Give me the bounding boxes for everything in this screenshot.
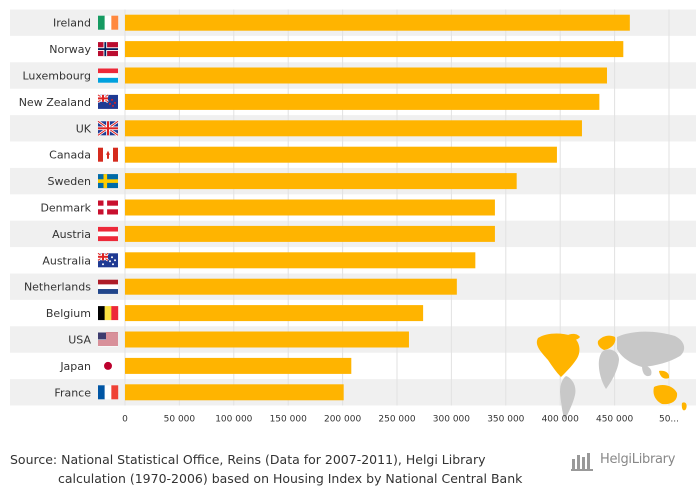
new-zealand-flag-icon (97, 93, 118, 109)
japan-flag-icon (98, 358, 118, 373)
x-tick-label: 100 000 (215, 415, 252, 425)
category-labels: Ireland Norway Luxembourg New Zealand UK Cana… (19, 17, 92, 400)
uk-flag-icon (97, 120, 119, 137)
flag-icons (97, 15, 119, 400)
bar-australia[interactable] (125, 252, 476, 269)
bar-sweden[interactable] (125, 173, 517, 190)
x-tick-label: 200 000 (324, 415, 361, 425)
bar-belgium[interactable] (125, 305, 424, 322)
norway-flag-icon (98, 42, 118, 57)
source-line-2: calculation (1970-2006) based on Housing… (58, 471, 523, 486)
bar-austria[interactable] (125, 225, 495, 242)
category-label: Japan (59, 360, 91, 373)
bars (125, 14, 630, 401)
bar-luxembourg[interactable] (125, 67, 607, 84)
bar-denmark[interactable] (125, 199, 495, 216)
bar-japan[interactable] (125, 357, 352, 374)
library-logo-icon (571, 453, 593, 471)
row-background (10, 379, 696, 406)
bar-uk[interactable] (125, 120, 582, 137)
x-tick-label: 50 000 (164, 415, 196, 425)
category-label: Luxembourg (22, 70, 91, 83)
bar-netherlands[interactable] (125, 278, 457, 295)
austria-flag-icon (98, 226, 118, 242)
x-axis-ticks: 0 50 000 100 000 150 000 200 000 250 000 300 0… (122, 415, 679, 425)
bar-ireland[interactable] (125, 14, 630, 31)
helgi-library-logo: HelgiLibrary (570, 450, 692, 472)
category-label: Netherlands (24, 281, 91, 294)
category-label: Ireland (53, 17, 91, 30)
bar-usa[interactable] (125, 331, 409, 348)
category-label: Austria (52, 228, 91, 241)
denmark-flag-icon (98, 200, 118, 215)
luxembourg-flag-icon (98, 68, 118, 83)
category-label: Norway (49, 43, 91, 56)
france-flag-icon (98, 385, 119, 400)
x-tick-label: 250 000 (378, 415, 415, 425)
x-tick-label: 0 (122, 415, 128, 425)
x-tick-label: 50... (659, 415, 679, 425)
sweden-flag-icon (98, 174, 118, 189)
x-tick-label: 300 000 (433, 415, 470, 425)
australia-flag-icon (97, 252, 118, 268)
category-label: Canada (49, 149, 91, 162)
source-note: Source: National Statistical Office, Rei… (10, 450, 550, 488)
category-label: France (54, 386, 91, 399)
world-map-icon (536, 331, 687, 420)
usa-flag-icon (98, 332, 118, 347)
category-label: UK (76, 122, 92, 135)
logo-text: HelgiLibrary (600, 452, 676, 467)
category-label: USA (68, 334, 91, 347)
category-label: Belgium (46, 307, 91, 320)
category-label: Denmark (40, 202, 91, 215)
ireland-flag-icon (98, 15, 119, 30)
category-label: Australia (42, 254, 91, 267)
x-tick-label: 400 000 (542, 415, 579, 425)
x-tick-label: 150 000 (270, 415, 307, 425)
x-tick-label: 450 000 (596, 415, 633, 425)
netherlands-flag-icon (98, 279, 118, 294)
category-label: Sweden (48, 175, 91, 188)
bar-france[interactable] (125, 384, 344, 401)
category-label: New Zealand (19, 96, 91, 109)
bar-canada[interactable] (125, 146, 557, 163)
belgium-flag-icon (98, 306, 119, 321)
x-tick-label: 350 000 (487, 415, 524, 425)
source-line-1: Source: National Statistical Office, Rei… (10, 452, 486, 467)
bar-new-zealand[interactable] (125, 93, 600, 110)
canada-flag-icon (98, 147, 118, 162)
bar-norway[interactable] (125, 41, 624, 58)
bar-chart: Ireland Norway Luxembourg New Zealand UK Cana… (10, 9, 696, 425)
